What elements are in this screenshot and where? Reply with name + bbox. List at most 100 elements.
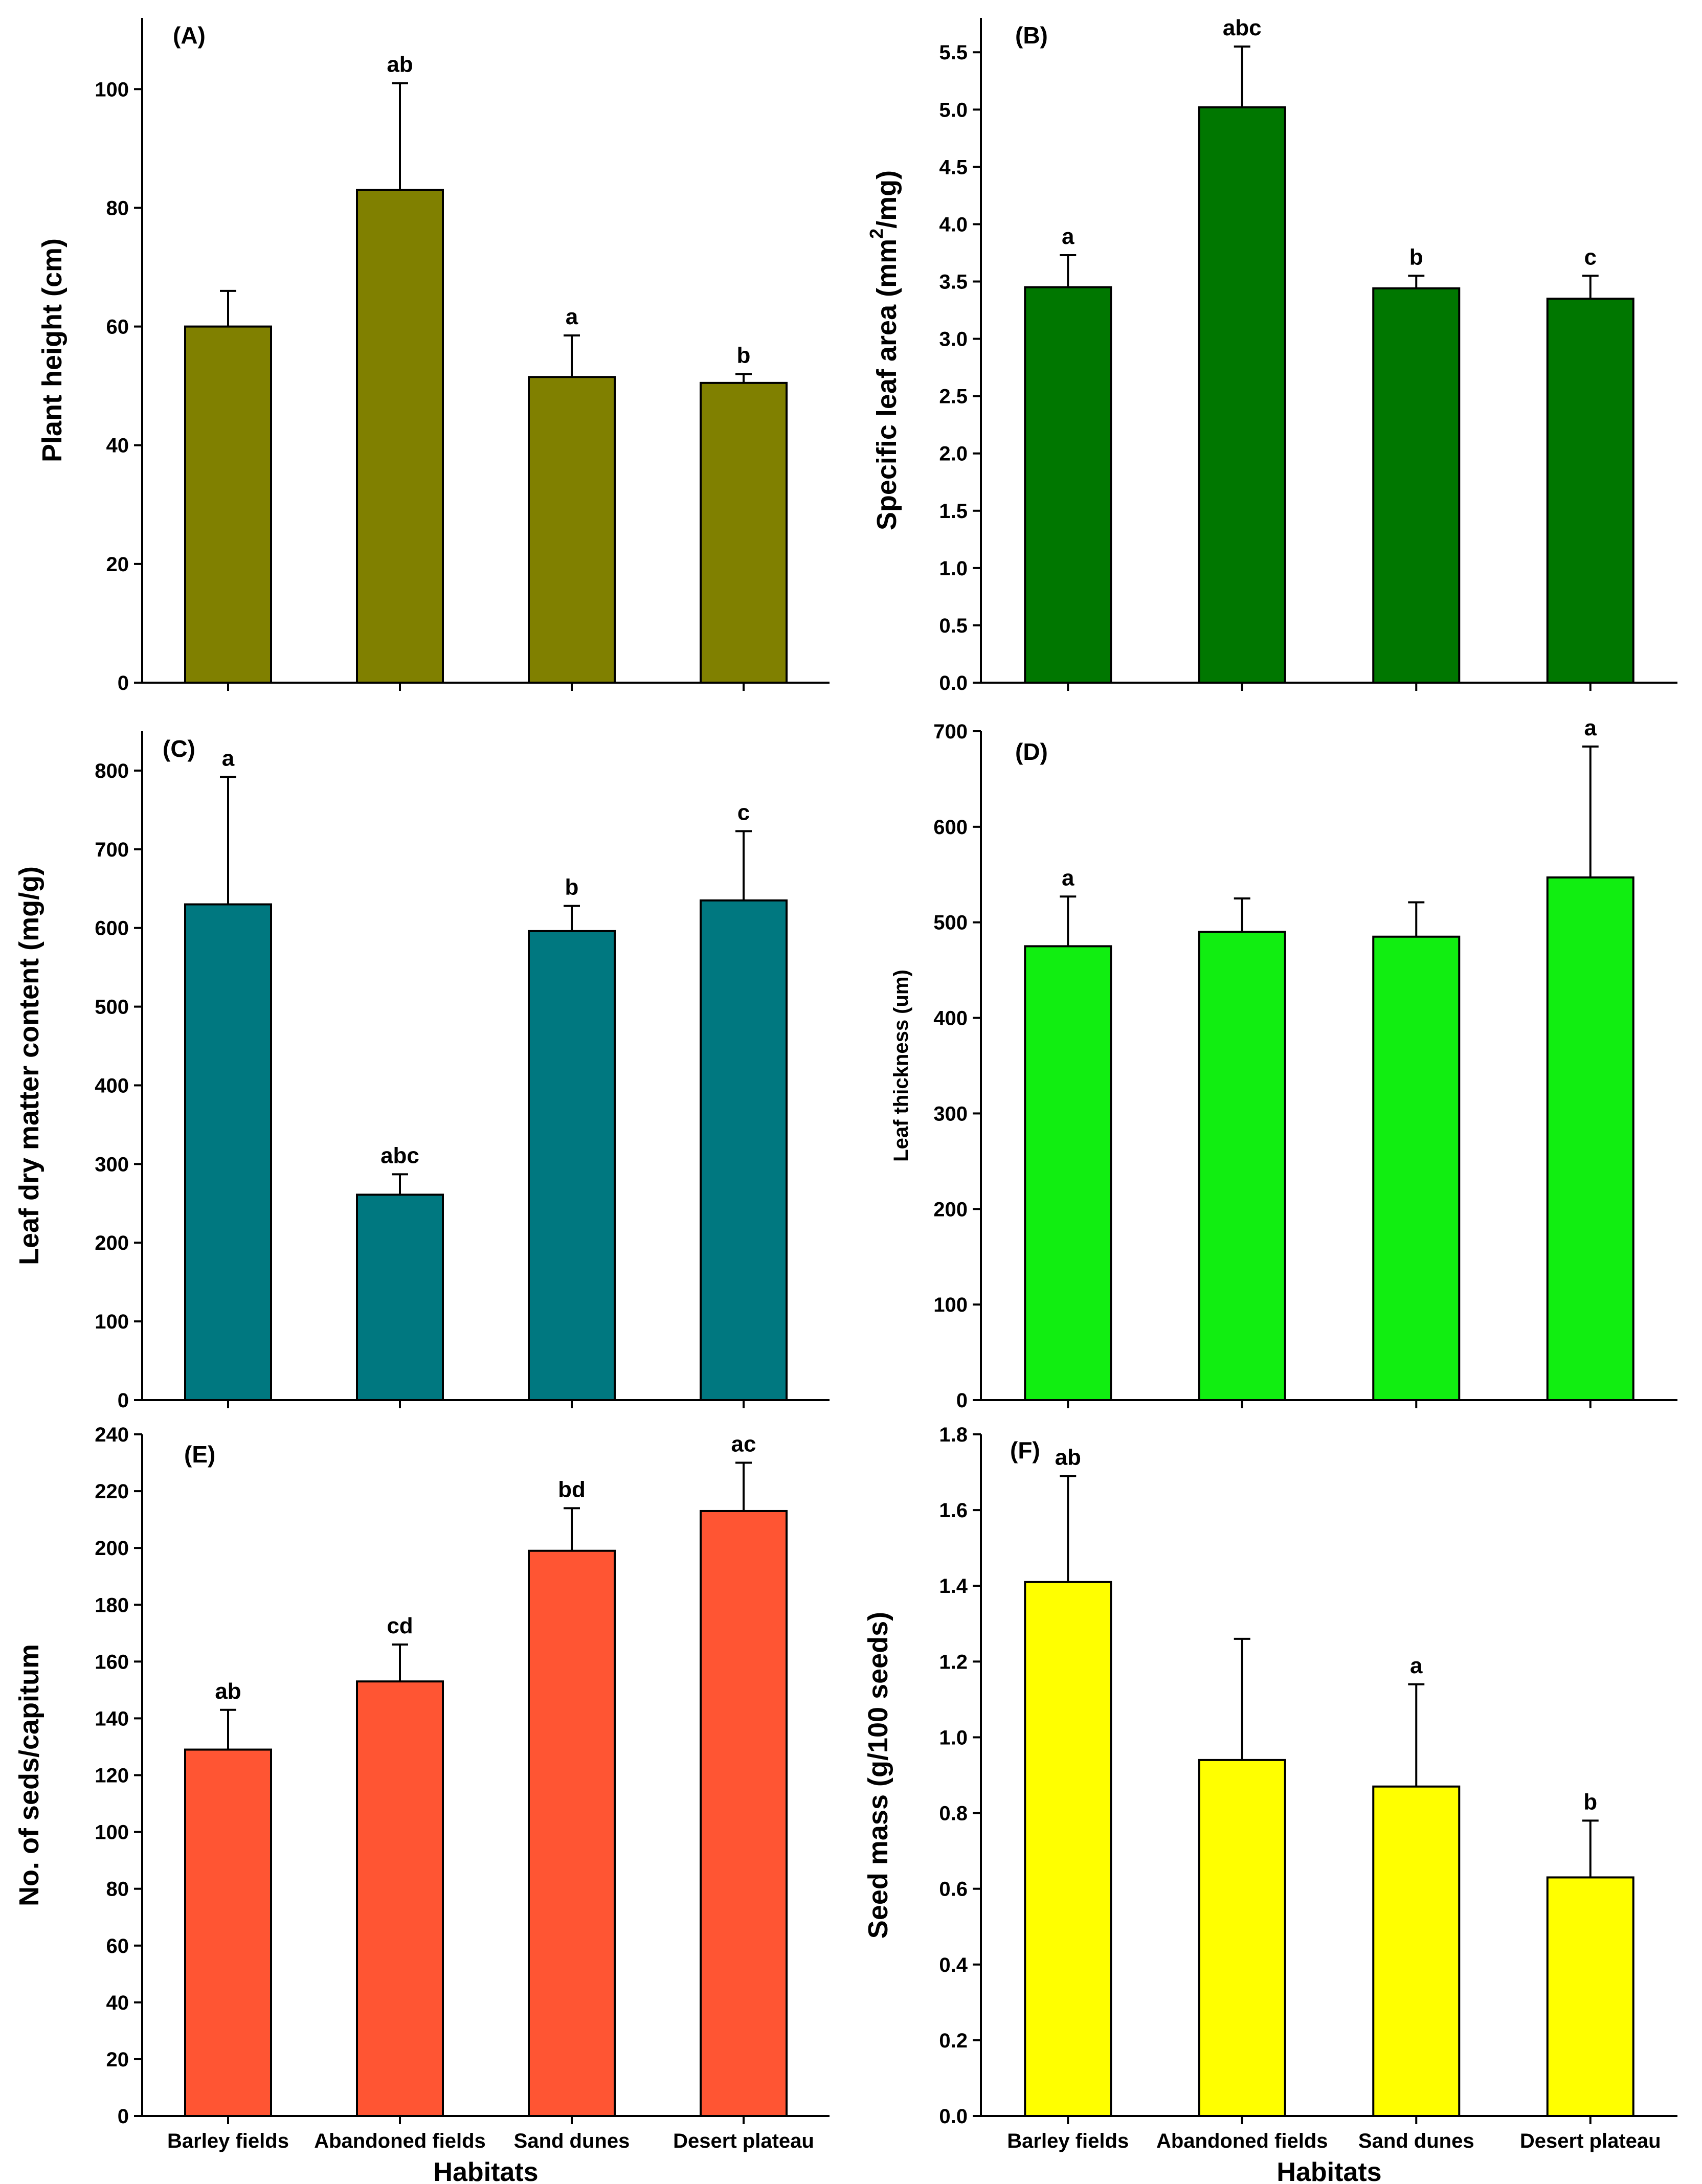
bar <box>700 1510 788 2117</box>
y-tick-label: 60 <box>106 316 129 339</box>
y-tick-label: 700 <box>933 721 968 743</box>
y-tick-label: 300 <box>933 1102 968 1125</box>
y-axis-title: Plant height (cm) <box>37 238 68 462</box>
bar <box>1198 931 1286 1401</box>
bar <box>1372 935 1461 1401</box>
y-tick-label: 600 <box>933 816 968 839</box>
y-tick-label: 1.0 <box>939 1726 968 1749</box>
bar <box>700 899 788 1401</box>
panel-label: (D) <box>1015 738 1048 765</box>
significance-label: c <box>737 800 750 825</box>
panel-label: (E) <box>184 1441 215 1468</box>
y-tick-label: 1.4 <box>939 1575 968 1597</box>
significance-label: ac <box>731 1432 756 1457</box>
panel-label: (B) <box>1015 22 1048 49</box>
y-tick-label: 20 <box>106 553 129 576</box>
y-tick-label: 200 <box>95 1537 129 1560</box>
x-tick-label: Desert plateau <box>673 2130 814 2152</box>
y-tick-label: 200 <box>95 1232 129 1254</box>
y-tick-label: 2.5 <box>939 386 968 408</box>
significance-label: b <box>1583 1789 1597 1814</box>
significance-label: ab <box>215 1679 241 1704</box>
y-tick-label: 120 <box>95 1765 129 1787</box>
x-tick-label: Sand dunes <box>514 2130 630 2152</box>
significance-label: b <box>737 343 751 368</box>
bar <box>1546 1876 1634 2117</box>
y-tick-label: 400 <box>933 1007 968 1030</box>
significance-label: abc <box>1223 15 1262 40</box>
y-tick-label: 0.2 <box>939 2030 968 2052</box>
y-tick-label: 1.8 <box>939 1424 968 1446</box>
panel-label: (A) <box>173 22 206 49</box>
x-axis-title: Habitats <box>433 2157 538 2184</box>
y-tick-label: 180 <box>95 1594 129 1616</box>
bar <box>356 189 444 684</box>
bar <box>1198 1759 1286 2117</box>
significance-label: b <box>565 875 579 900</box>
y-tick-label: 700 <box>95 839 129 861</box>
significance-label: a <box>222 746 235 771</box>
x-tick-label: Sand dunes <box>1358 2130 1474 2152</box>
significance-label: a <box>1584 715 1597 740</box>
y-tick-label: 0 <box>956 1389 968 1412</box>
panel-e: 0 20 40 60 80 100 120 140 160 180 200 220 240 No. of … <box>14 1424 830 2184</box>
bar <box>184 325 272 684</box>
panel-label: (C) <box>163 735 195 762</box>
bar <box>184 1748 272 2117</box>
y-tick-label: 800 <box>95 760 129 782</box>
bar <box>1024 286 1112 684</box>
y-tick-label: 5.0 <box>939 99 968 121</box>
x-tick-label: Abandoned fields <box>314 2130 486 2152</box>
y-tick-label: 0.8 <box>939 1803 968 1825</box>
significance-label: abc <box>380 1143 419 1168</box>
bar <box>1372 287 1461 684</box>
panel-f: 0.0 0.2 0.4 0.6 0.8 1.0 1.2 1.4 1.6 1.8 Seed mass … <box>863 1424 1677 2184</box>
y-tick-label: 500 <box>95 996 129 1019</box>
y-tick-label: 220 <box>95 1480 129 1503</box>
significance-label: cd <box>387 1613 413 1638</box>
y-tick-label: 4.0 <box>939 213 968 236</box>
y-tick-label: 1.2 <box>939 1651 968 1673</box>
y-tick-label: 240 <box>95 1424 129 1446</box>
y-tick-label: 0.4 <box>939 1954 968 1976</box>
y-tick-label: 160 <box>95 1651 129 1673</box>
y-tick-label: 40 <box>106 435 129 457</box>
y-tick-label: 0.6 <box>939 1878 968 1901</box>
x-axis-title: Habitats <box>1276 2157 1381 2184</box>
y-tick-label: 20 <box>106 2048 129 2071</box>
panel-d: 0 100 200 300 400 500 600 700 Leaf thickness (um… <box>890 715 1677 1412</box>
significance-label: a <box>1410 1653 1423 1678</box>
panel-b: 0.0 0.5 1.0 1.5 2.0 2.5 3.0 3.5 4.0 4.5 5.0 5.5 Spec… <box>866 15 1677 694</box>
y-axis-title: Leaf thickness (um) <box>890 970 912 1162</box>
significance-label: ab <box>1055 1445 1081 1470</box>
significance-label: c <box>1584 244 1597 269</box>
y-tick-label: 5.5 <box>939 41 968 64</box>
y-tick-label: 0.5 <box>939 615 968 637</box>
y-tick-label: 300 <box>95 1153 129 1176</box>
bar <box>1024 1581 1112 2117</box>
panel-c: 0 100 200 300 400 500 600 700 800 Leaf dry matter… <box>14 731 830 1412</box>
bar <box>1546 876 1634 1402</box>
y-tick-label: 100 <box>95 1821 129 1844</box>
y-tick-label: 100 <box>95 78 129 101</box>
significance-label: a <box>566 304 578 329</box>
y-axis-title: Seed mass (g/100 seeds) <box>863 1612 893 1939</box>
bar <box>700 381 788 684</box>
x-tick-label: Barley fields <box>167 2130 289 2152</box>
y-tick-label: 400 <box>95 1074 129 1097</box>
panel-label: (F) <box>1010 1437 1040 1463</box>
bar <box>184 903 272 1401</box>
y-tick-label: 0 <box>118 1389 129 1412</box>
significance-label: a <box>1062 224 1074 249</box>
y-tick-label: 2.0 <box>939 443 968 465</box>
y-tick-label: 80 <box>106 1878 129 1901</box>
bar <box>528 930 616 1401</box>
y-tick-label: 0 <box>118 2105 129 2128</box>
significance-label: a <box>1062 865 1074 890</box>
y-axis-title: No. of seds/capitum <box>14 1644 44 1906</box>
y-tick-label: 1.5 <box>939 500 968 523</box>
bar <box>528 376 616 684</box>
y-tick-label: 80 <box>106 197 129 219</box>
significance-label: ab <box>387 52 413 77</box>
